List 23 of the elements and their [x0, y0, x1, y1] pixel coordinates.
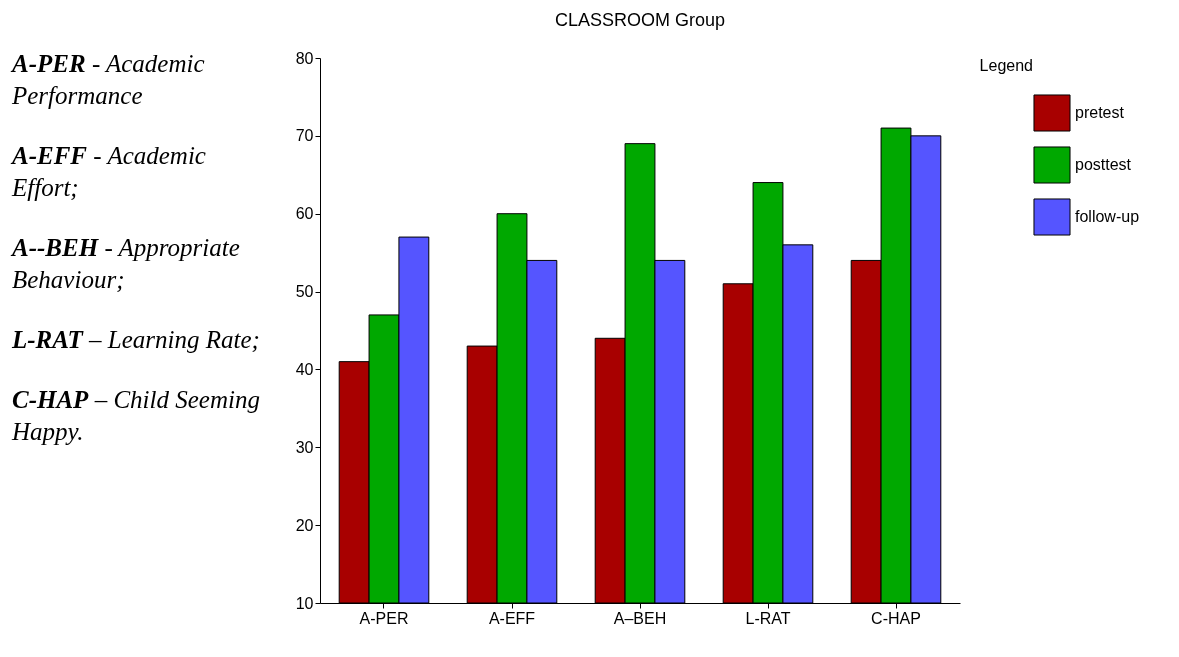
legend-label: follow-up: [1075, 208, 1140, 225]
x-tick-label: A-PER: [359, 609, 409, 627]
y-tick-label: 30: [295, 438, 314, 456]
x-tick-label: A-EFF: [488, 609, 536, 627]
y-tick-label: 70: [295, 127, 314, 145]
legend-label: posttest: [1075, 156, 1132, 173]
legend-label: pretest: [1075, 104, 1125, 121]
text: A-PER - Academic Performance: [12, 49, 206, 111]
text: L-RAT – Learning Rate;: [12, 325, 261, 355]
legend-title: Legend: [979, 57, 1033, 74]
y-tick-label: 20: [295, 516, 314, 534]
text: A-EFF - Academic Effort;: [12, 141, 207, 203]
y-tick-label: 10: [295, 594, 314, 612]
y-tick-label: 80: [295, 49, 314, 67]
x-tick-label: A–BEH: [613, 609, 667, 627]
text: A--BEH - Appropriate Behaviour;: [12, 233, 241, 295]
y-tick-label: 60: [295, 205, 314, 223]
text: C-HAP – Child Seeming Happy.: [12, 385, 261, 447]
y-tick-label: 40: [295, 360, 314, 378]
x-tick-label: L-RAT: [745, 609, 791, 627]
y-tick-label: 50: [295, 283, 314, 301]
chart-title: CLASSROOM Group: [554, 10, 726, 30]
x-tick-label: C-HAP: [871, 609, 921, 627]
